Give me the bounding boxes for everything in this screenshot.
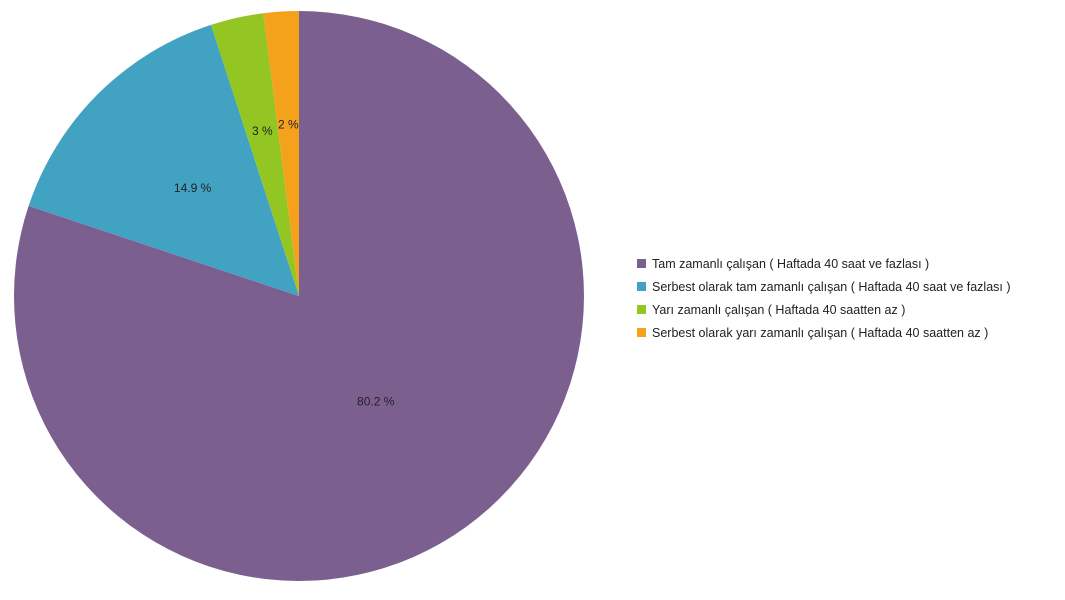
slice-full-time[interactable] (13, 11, 584, 581)
legend-swatch (637, 259, 646, 268)
slice-freelance-part-time[interactable] (263, 10, 299, 296)
value-label: 80.2 % (357, 395, 395, 409)
legend-label: Serbest olarak yarı zamanlı çalışan ( Ha… (652, 325, 989, 340)
slice-freelance-full-time[interactable] (28, 24, 300, 296)
legend-item-part-time[interactable]: Yarı zamanlı çalışan ( Haftada 40 saatte… (637, 298, 1011, 321)
chart-legend: Tam zamanlı çalışan ( Haftada 40 saat ve… (637, 252, 1011, 344)
legend-swatch (637, 282, 646, 291)
legend-label: Tam zamanlı çalışan ( Haftada 40 saat ve… (652, 256, 930, 271)
legend-item-freelance-part-time[interactable]: Serbest olarak yarı zamanlı çalışan ( Ha… (637, 321, 1011, 344)
value-label: 14.9 % (174, 181, 212, 195)
slice-part-time[interactable] (211, 13, 299, 297)
legend-swatch (637, 328, 646, 337)
value-label: 3 % (252, 124, 273, 138)
legend-swatch (637, 305, 646, 314)
legend-item-full-time[interactable]: Tam zamanlı çalışan ( Haftada 40 saat ve… (637, 252, 1011, 275)
pie-value-labels: 80.2 % 14.9 % 3 % 2 % (174, 117, 395, 408)
legend-item-freelance-full-time[interactable]: Serbest olarak tam zamanlı çalışan ( Haf… (637, 275, 1011, 298)
value-label: 2 % (278, 117, 299, 131)
pie-slices (13, 10, 584, 581)
legend-label: Yarı zamanlı çalışan ( Haftada 40 saatte… (652, 302, 906, 317)
legend-label: Serbest olarak tam zamanlı çalışan ( Haf… (652, 279, 1011, 294)
